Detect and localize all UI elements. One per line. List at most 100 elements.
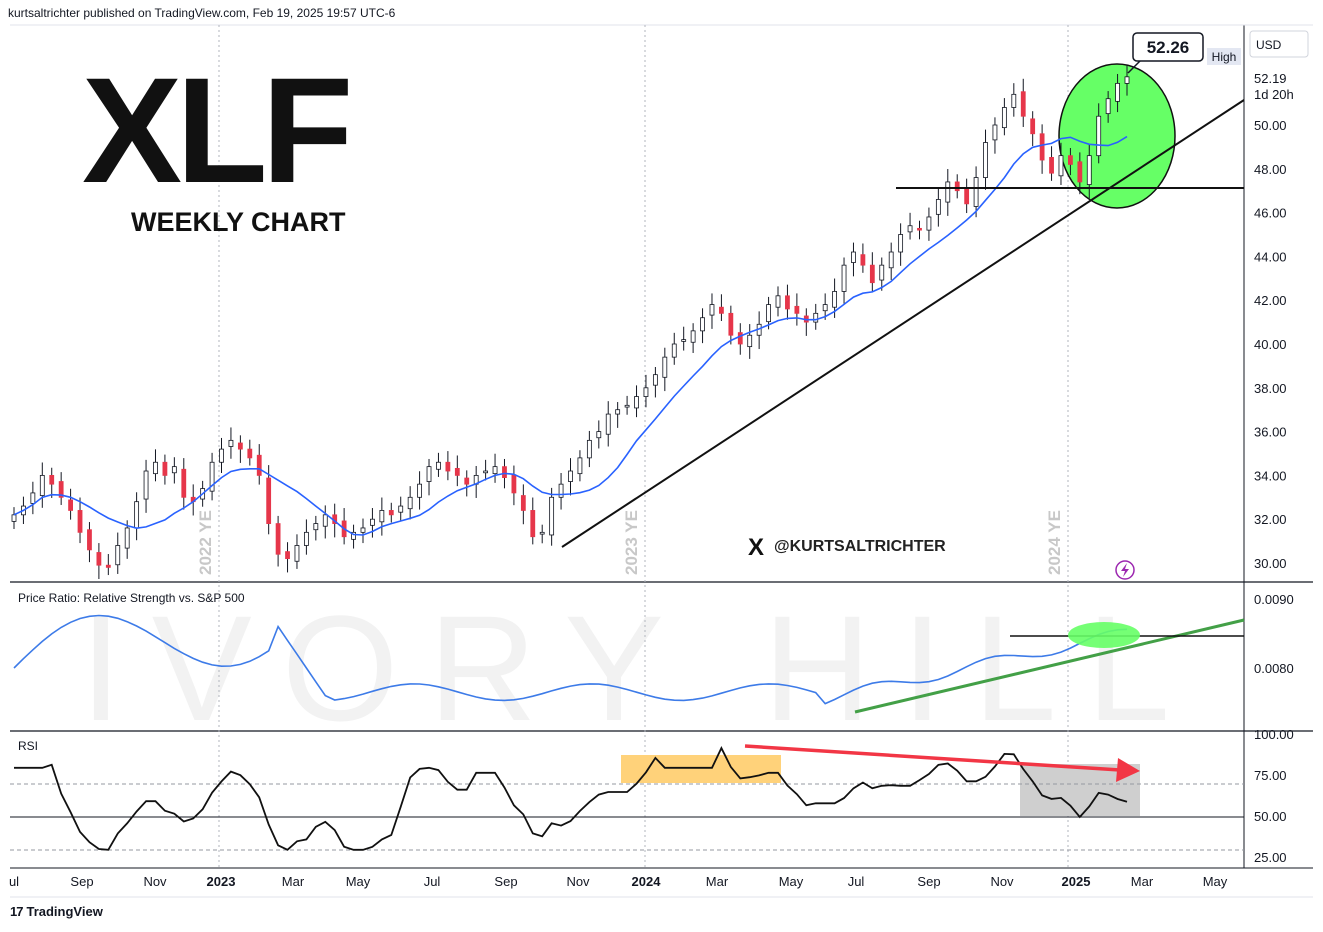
candle-up (39, 474, 45, 496)
candle-up (747, 334, 753, 348)
candle-down (1077, 161, 1083, 183)
x-axis-label: Jul (424, 874, 441, 889)
relative-strength-line (13, 614, 1128, 705)
price-tick-label: 50.00 (1254, 118, 1287, 133)
candle-down (285, 551, 290, 560)
candle-up (898, 234, 904, 253)
candle-up (1096, 115, 1102, 157)
ratio-title: Price Ratio: Relative Strength vs. S&P 5… (18, 591, 245, 605)
candle-up (1086, 155, 1092, 185)
rsi-tick-50: 50.00 (1254, 809, 1287, 824)
candle-up (634, 396, 639, 409)
candle-up (134, 501, 140, 529)
x-axis-label: ul (9, 874, 19, 889)
candle-up (690, 330, 696, 343)
tradingview-footer[interactable]: 17 TradingView (10, 904, 103, 919)
x-axis-label: May (1203, 874, 1228, 889)
candle-down (860, 254, 866, 266)
candle-down (737, 332, 743, 345)
candle-up (709, 304, 715, 316)
candle-up (973, 177, 979, 207)
candle-up (143, 470, 149, 500)
candle-up (700, 317, 705, 332)
candle-down (502, 466, 507, 478)
high-callout: 52.26 (1127, 32, 1204, 74)
candle-down (794, 305, 800, 314)
candle-up (30, 492, 36, 504)
rsi-tick-75: 75.00 (1254, 768, 1287, 783)
lightning-icon (1115, 560, 1135, 580)
candle-down (1039, 133, 1045, 161)
candle-down (96, 552, 102, 566)
last-price: 52.19 (1254, 71, 1287, 86)
price-trendline (561, 99, 1245, 548)
high-value: 52.26 (1147, 38, 1190, 57)
candle-down (87, 529, 92, 551)
candle-up (351, 531, 356, 540)
rsi-tick-100: 100.00 (1254, 727, 1294, 742)
candle-down (728, 312, 734, 336)
price-tick-label: 32.00 (1254, 512, 1287, 527)
candle-down (954, 181, 960, 192)
candle-up (652, 374, 658, 386)
candle-down (454, 467, 460, 476)
candle-up (568, 470, 573, 482)
candle-up (558, 483, 564, 498)
candle-down (1049, 157, 1054, 174)
candle-up (322, 514, 328, 527)
x-axis-label: Sep (494, 874, 517, 889)
handle-badge: X @KURTSALTRICHTER (748, 534, 946, 561)
candle-up (907, 225, 913, 233)
candle-up (662, 356, 668, 378)
rsi-tick-25: 25.00 (1254, 850, 1287, 865)
candle-up (124, 527, 130, 549)
candle-down (256, 454, 262, 476)
candle-down (445, 461, 451, 472)
ratio-tick-0080: 0.0080 (1254, 661, 1294, 676)
candle-down (247, 448, 253, 459)
footer-brand: TradingView (26, 904, 103, 919)
candle-up (832, 291, 838, 308)
x-axis-label: Jul (848, 874, 865, 889)
panel-frames (10, 24, 1313, 898)
candle-up (228, 439, 234, 447)
candle-down (964, 187, 970, 205)
x-axis-label: 2025 (1062, 874, 1091, 889)
price-tick-label: 30.00 (1254, 556, 1287, 571)
candle-up (945, 181, 951, 203)
candle-down (105, 564, 111, 568)
candle-up (813, 312, 819, 323)
rsi-divergence-arrow (744, 744, 1140, 782)
candle-up (209, 461, 215, 492)
candle-up (1115, 82, 1120, 102)
year-end-labels: 2022 YE 2023 YE 2024 YE (196, 510, 1064, 575)
candle-down (1030, 118, 1036, 135)
candle-down (181, 468, 187, 498)
candle-down (869, 264, 875, 284)
candle-down (162, 461, 168, 476)
price-tick-label: 38.00 (1254, 381, 1287, 396)
candle-up (1001, 107, 1007, 129)
candle-up (426, 466, 432, 482)
rsi-orange-box (621, 755, 781, 783)
candle-up (1011, 93, 1017, 108)
x-axis-label: May (346, 874, 371, 889)
publisher-header: kurtsaltrichter published on TradingView… (8, 6, 396, 20)
candle-down (1068, 155, 1073, 165)
price-tick-label: 36.00 (1254, 425, 1287, 440)
candle-down (511, 474, 517, 494)
candle-down (275, 523, 281, 555)
candle-up (681, 339, 687, 342)
candle-up (483, 470, 489, 474)
price-axis: USD 52.19 1d 20h 50.00 48.00 46.00 44.00 42.… (1249, 30, 1309, 571)
ye-2023-label: 2023 YE (622, 510, 641, 575)
rsi-line (14, 746, 1128, 851)
x-axis-label: 2023 (207, 874, 236, 889)
candle-up (935, 199, 941, 215)
candle-up (303, 531, 309, 546)
candle-up (992, 124, 998, 141)
candle-down (58, 481, 64, 498)
x-logo-icon: X (748, 534, 764, 561)
price-tick-label: 46.00 (1254, 206, 1287, 221)
